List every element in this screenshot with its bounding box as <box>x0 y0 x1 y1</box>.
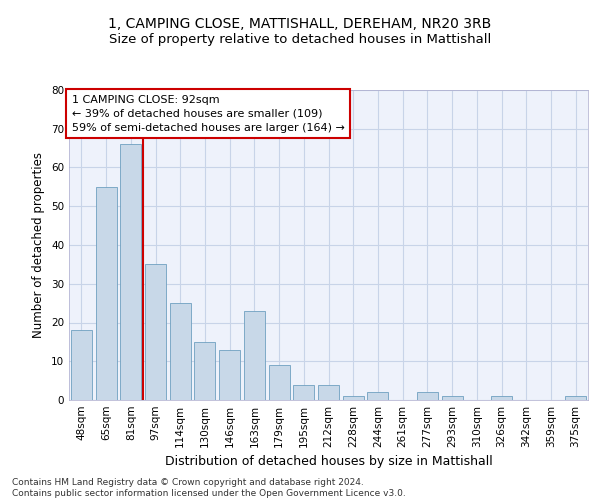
Bar <box>343 396 364 400</box>
Bar <box>120 144 141 400</box>
Bar <box>491 396 512 400</box>
Bar <box>145 264 166 400</box>
Text: 1 CAMPING CLOSE: 92sqm
← 39% of detached houses are smaller (109)
59% of semi-de: 1 CAMPING CLOSE: 92sqm ← 39% of detached… <box>71 94 344 132</box>
Y-axis label: Number of detached properties: Number of detached properties <box>32 152 46 338</box>
Text: Size of property relative to detached houses in Mattishall: Size of property relative to detached ho… <box>109 32 491 46</box>
Bar <box>71 330 92 400</box>
Bar <box>194 342 215 400</box>
Bar <box>318 384 339 400</box>
Bar <box>293 384 314 400</box>
Bar <box>95 187 116 400</box>
X-axis label: Distribution of detached houses by size in Mattishall: Distribution of detached houses by size … <box>164 456 493 468</box>
Bar <box>565 396 586 400</box>
Bar <box>219 350 240 400</box>
Text: 1, CAMPING CLOSE, MATTISHALL, DEREHAM, NR20 3RB: 1, CAMPING CLOSE, MATTISHALL, DEREHAM, N… <box>109 18 491 32</box>
Text: Contains HM Land Registry data © Crown copyright and database right 2024.
Contai: Contains HM Land Registry data © Crown c… <box>12 478 406 498</box>
Bar <box>170 303 191 400</box>
Bar <box>417 392 438 400</box>
Bar <box>244 311 265 400</box>
Bar <box>442 396 463 400</box>
Bar <box>269 365 290 400</box>
Bar <box>367 392 388 400</box>
